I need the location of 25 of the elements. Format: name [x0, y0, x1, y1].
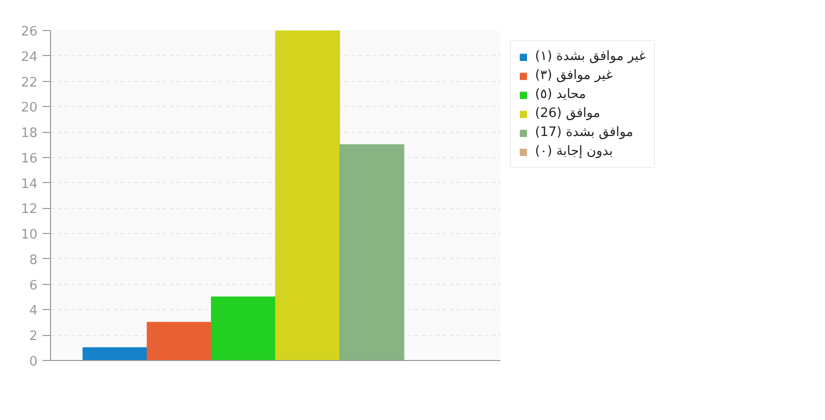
y-tick-label: 16	[20, 151, 38, 166]
y-tick-label: 6	[29, 278, 38, 294]
bar	[82, 347, 148, 360]
y-tick-label: 18	[20, 126, 38, 142]
legend-label: محايد (٥)	[535, 87, 586, 102]
bar	[210, 296, 276, 360]
y-tick-label: 22	[20, 75, 38, 90]
y-tick-label: 14	[20, 176, 38, 192]
y-tick-label: 0	[29, 354, 38, 370]
legend-label: غير موافق بشدة (١)	[535, 49, 646, 64]
y-tick-label: 8	[29, 252, 38, 268]
y-tick-label: 10	[20, 228, 38, 243]
bar	[146, 322, 212, 360]
bar	[275, 30, 340, 360]
y-tick-label: 2	[29, 329, 38, 344]
legend-label: موافق بشدة (17)	[535, 125, 634, 140]
bar	[339, 144, 404, 360]
y-tick-label: 26	[20, 24, 38, 40]
legend-label: غير موافق (٣)	[535, 68, 613, 83]
y-tick-label: 20	[20, 100, 38, 116]
legend-label: موافق (26)	[535, 106, 600, 121]
y-tick-label: 12	[20, 202, 38, 218]
y-tick-label: 4	[29, 304, 38, 319]
y-tick-label: 24	[20, 50, 38, 65]
legend-label: بدون إجابة (٠)	[535, 144, 613, 159]
